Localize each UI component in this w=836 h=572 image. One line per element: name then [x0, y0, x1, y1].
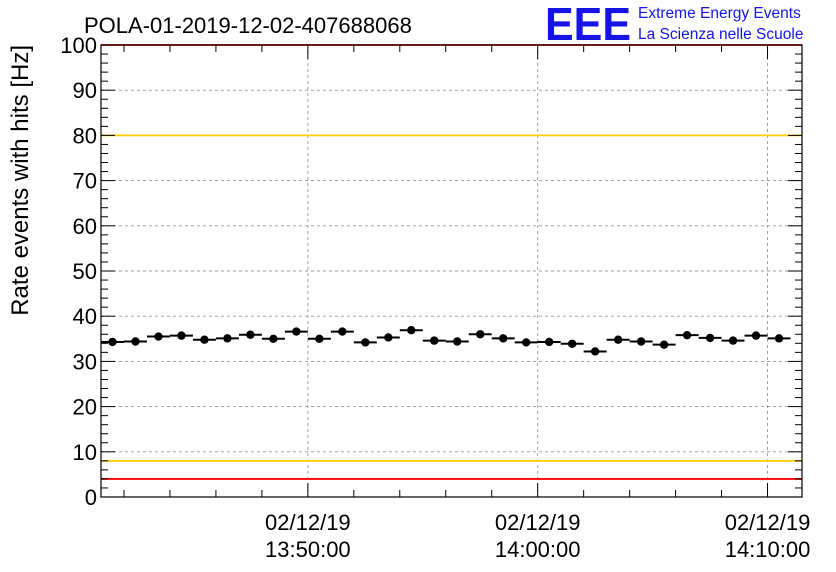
y-tick-label: 10: [73, 440, 97, 465]
data-point: [223, 334, 232, 343]
logo-letters: EEE: [545, 0, 631, 50]
data-point: [567, 339, 577, 348]
y-tick-label: 80: [73, 123, 97, 148]
data-point: [544, 337, 554, 347]
y-tick-label: 90: [73, 78, 97, 103]
y-tick-label: 70: [73, 169, 97, 194]
logo-line1: Extreme Energy Events: [638, 5, 801, 22]
x-tick-labels: 02/12/1913:50:0002/12/1914:00:0002/12/19…: [265, 510, 810, 562]
x-tick-label-time: 14:10:00: [725, 537, 811, 562]
y-tick-label: 40: [73, 304, 97, 329]
data-point: [659, 340, 669, 349]
y-tick-label: 20: [73, 395, 97, 420]
y-tick-label: 50: [73, 259, 97, 284]
y-tick-labels: 0 10 20 30 40 50 60 70 80 90 100: [60, 33, 97, 510]
data-point: [131, 337, 140, 346]
data-point: [338, 327, 347, 336]
y-tick-label: 60: [73, 214, 97, 239]
data-point: [728, 336, 738, 345]
data-point: [315, 334, 324, 343]
y-tick-label: 100: [60, 33, 97, 58]
data-point: [453, 337, 462, 346]
data-point: [751, 331, 761, 340]
axis-ticks: [101, 44, 802, 498]
data-point: [269, 334, 278, 343]
data-point: [499, 334, 508, 343]
data-points: [101, 326, 791, 356]
x-tick-label-time: 13:50:00: [265, 537, 351, 562]
logo-line2: La Scienza nelle Scuole: [638, 26, 803, 43]
data-point: [682, 330, 692, 340]
x-tick-label-date: 02/12/19: [495, 510, 581, 535]
y-tick-label: 0: [85, 485, 97, 510]
data-point: [476, 330, 485, 339]
data-point: [613, 335, 623, 344]
chart-title: POLA-01-2019-12-02-407688068: [84, 13, 412, 38]
data-point: [384, 333, 393, 342]
y-tick-label: 30: [73, 349, 97, 374]
grid: [101, 45, 802, 497]
eee-logo: EEE Extreme Energy Events La Scienza nel…: [545, 0, 803, 50]
data-point: [177, 331, 186, 340]
data-point: [292, 327, 301, 336]
data-point: [246, 330, 255, 339]
x-tick-label-time: 14:00:00: [495, 537, 581, 562]
x-tick-label-date: 02/12/19: [725, 510, 811, 535]
data-point: [154, 332, 163, 341]
data-point: [407, 326, 416, 335]
data-point: [430, 336, 439, 345]
reference-lines: [101, 44, 802, 480]
data-point: [200, 335, 209, 344]
x-tick-label-date: 02/12/19: [265, 510, 351, 535]
y-axis-label: Rate events with hits [Hz]: [7, 45, 34, 316]
data-point: [361, 338, 370, 347]
data-point: [108, 337, 117, 347]
data-point: [521, 338, 531, 347]
data-point: [590, 347, 600, 356]
data-point: [636, 337, 646, 346]
data-point: [774, 334, 784, 343]
data-point: [705, 333, 715, 343]
